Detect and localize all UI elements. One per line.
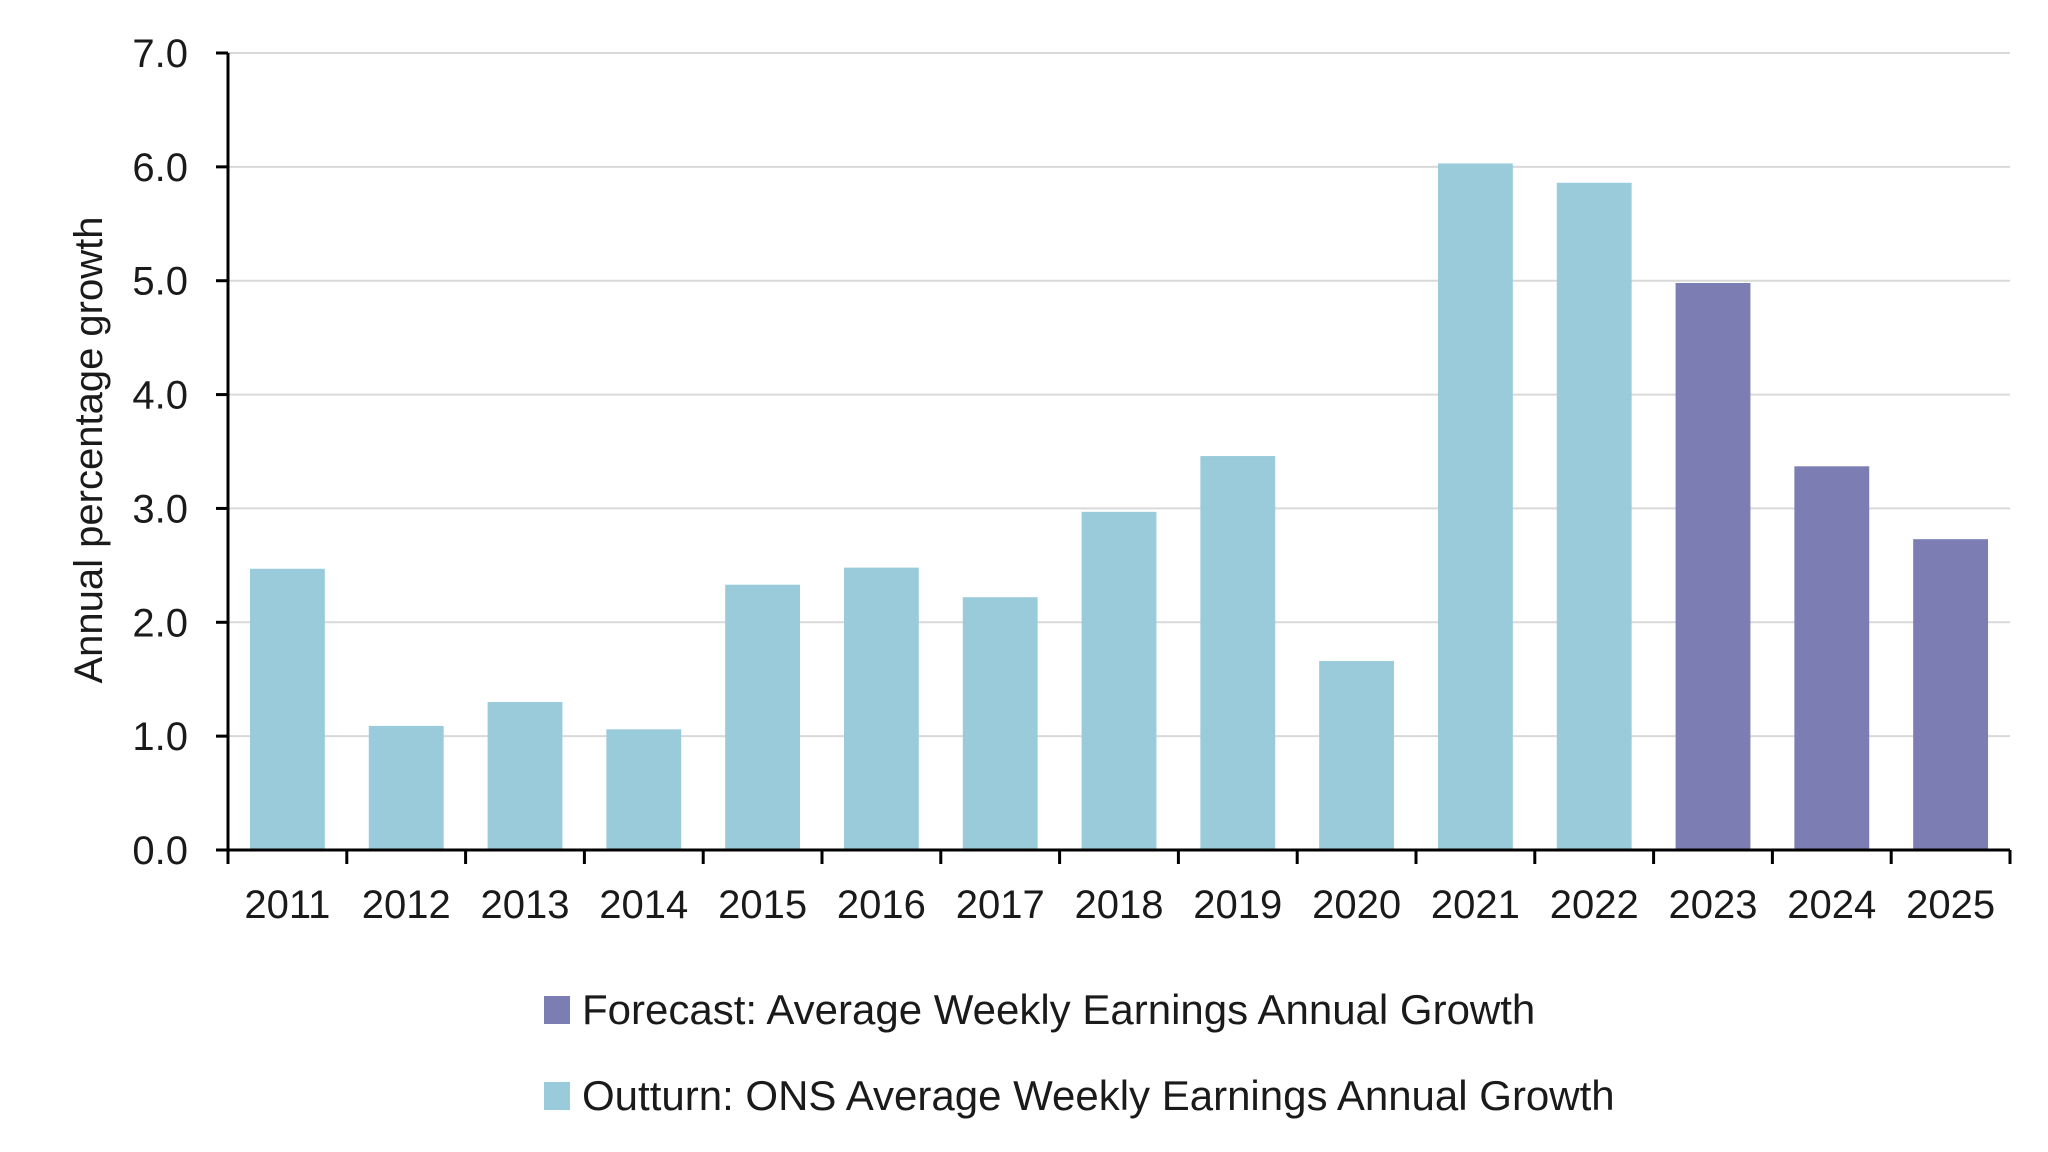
y-axis-title: Annual percentage growth <box>67 217 111 684</box>
bar-2011-outturn <box>249 568 325 850</box>
y-tick-label: 2.0 <box>132 601 188 645</box>
gridlines <box>228 52 2010 738</box>
x-tick-label: 2025 <box>1906 883 1995 927</box>
y-tick-label: 0.0 <box>132 829 188 873</box>
x-tick-label: 2015 <box>718 883 807 927</box>
x-tick-label: 2012 <box>362 883 451 927</box>
legend-label: Forecast: Average Weekly Earnings Annual… <box>582 986 1535 1033</box>
x-tick-label: 2023 <box>1669 883 1758 927</box>
x-tick-label: 2024 <box>1787 883 1876 927</box>
x-tick-label: 2019 <box>1193 883 1282 927</box>
legend-swatch <box>544 996 570 1024</box>
x-tick-label: 2020 <box>1312 883 1401 927</box>
x-tick-label: 2014 <box>599 883 688 927</box>
x-tick-labels: 2011 2012 2013 2014 2015 2016 2017 2018 2019 2020… <box>244 883 1995 927</box>
x-tick-label: 2011 <box>244 883 330 927</box>
bars <box>249 163 1989 851</box>
x-tick-label: 2016 <box>837 883 926 927</box>
x-tick-label: 2022 <box>1550 883 1639 927</box>
y-tick-label: 4.0 <box>132 374 188 418</box>
x-tick-label: 2013 <box>481 883 570 927</box>
bar-2020-outturn <box>1319 660 1395 850</box>
bar-2021-outturn <box>1437 163 1513 851</box>
bar-2014-outturn <box>606 729 682 850</box>
bar-2018-outturn <box>1081 511 1157 850</box>
axes <box>216 51 2012 864</box>
bar-2024-forecast <box>1794 466 1870 850</box>
bar-2013-outturn <box>487 701 563 850</box>
legend-label: Outturn: ONS Average Weekly Earnings Ann… <box>582 1072 1615 1119</box>
bar-2017-outturn <box>962 597 1038 850</box>
y-tick-label: 7.0 <box>132 32 188 76</box>
legend: Forecast: Average Weekly Earnings Annual… <box>544 986 1615 1119</box>
bar-2012-outturn <box>368 725 444 850</box>
x-tick-label: 2017 <box>956 883 1045 927</box>
bar-2023-forecast <box>1675 282 1751 850</box>
y-tick-labels: 0.0 1.0 2.0 3.0 4.0 5.0 6.0 7.0 <box>132 32 188 873</box>
bar-2019-outturn <box>1200 456 1276 850</box>
bar-2015-outturn <box>725 584 801 850</box>
y-tick-label: 6.0 <box>132 146 188 190</box>
bar-2022-outturn <box>1556 182 1632 851</box>
y-tick-label: 1.0 <box>132 715 188 759</box>
x-tick-label: 2021 <box>1431 883 1520 927</box>
bar-2025-forecast <box>1913 539 1989 850</box>
legend-swatch <box>544 1082 570 1110</box>
x-tick-label: 2018 <box>1075 883 1164 927</box>
bar-2016-outturn <box>843 567 919 850</box>
y-tick-label: 5.0 <box>132 260 188 304</box>
y-tick-label: 3.0 <box>132 487 188 531</box>
